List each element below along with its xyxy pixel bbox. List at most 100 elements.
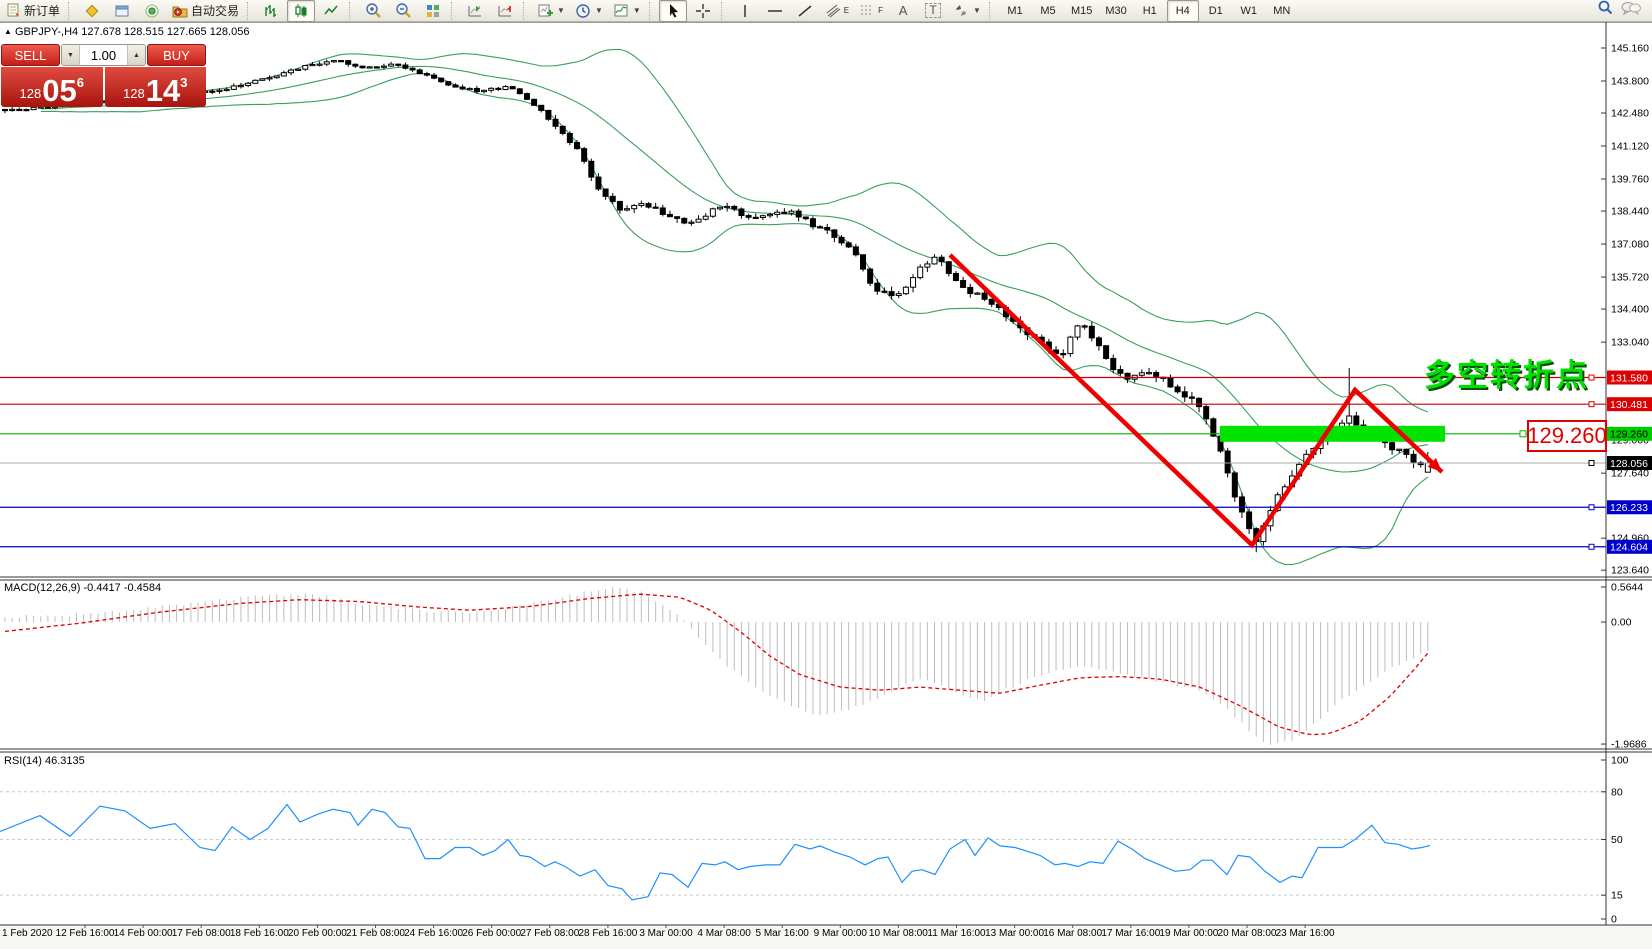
toolbar-separator <box>648 1 655 20</box>
svg-text:19 Mar 00:00: 19 Mar 00:00 <box>1159 928 1218 939</box>
triangle-down-icon: ▼ <box>67 51 74 59</box>
zoom-in-button[interactable] <box>359 0 387 22</box>
equidistant-channel-tool-button[interactable]: E <box>821 0 853 22</box>
horizontal-line-tool-button[interactable] <box>761 0 789 22</box>
buy-price-display[interactable]: 128 14 3 <box>104 67 206 108</box>
market-watch-button[interactable] <box>78 0 106 22</box>
autotrading-label: 自动交易 <box>191 4 240 18</box>
crosshair-tool-button[interactable] <box>689 0 717 22</box>
chat-icon[interactable] <box>1620 0 1642 21</box>
chart-shift-button[interactable] <box>461 0 489 22</box>
cursor-icon <box>666 3 680 18</box>
buy-button[interactable]: BUY <box>147 44 206 66</box>
volume-stepper: ▼ 1.00 ▲ <box>61 44 146 66</box>
chart-autoscroll-icon <box>497 3 513 19</box>
toolbar-separator <box>523 1 529 20</box>
line-chart-icon <box>323 3 339 19</box>
svg-text:1 Feb 2020: 1 Feb 2020 <box>2 928 53 939</box>
candlestick-mode-button[interactable] <box>287 0 316 22</box>
svg-text:127.640: 127.640 <box>1611 468 1649 480</box>
svg-text:20 Feb 00:00: 20 Feb 00:00 <box>288 928 347 939</box>
tf-m15-button[interactable]: M15 <box>1070 4 1093 17</box>
line-chart-mode-button[interactable] <box>317 0 345 22</box>
chart-symbol-header: ▲ GBPJPY-,H4 127.678 128.515 127.665 128… <box>4 26 249 38</box>
tf-h4-button[interactable]: H4 <box>1166 0 1199 22</box>
zoom-out-icon <box>395 2 412 19</box>
trendline-tool-button[interactable] <box>791 0 819 22</box>
tf-m1-button[interactable]: M1 <box>1007 4 1023 17</box>
chart-autoscroll-button[interactable] <box>491 0 519 22</box>
macd-values: -0.4417 -0.4584 <box>83 582 162 594</box>
new-chart-button[interactable]: ▼ <box>533 0 569 22</box>
tf-w1-button[interactable]: W1 <box>1240 4 1258 17</box>
svg-text:14 Feb 00:00: 14 Feb 00:00 <box>114 928 173 939</box>
sell-price-prefix: 128 <box>19 86 42 101</box>
navigator-button[interactable] <box>138 0 166 22</box>
text-tool-icon: A <box>898 3 908 18</box>
toolbar-separator <box>988 1 995 20</box>
autotrading-button[interactable]: 自动交易 <box>168 0 243 22</box>
toolbar-separator <box>349 1 355 20</box>
ohlc-values: 127.678 128.515 127.665 128.056 <box>81 26 250 38</box>
svg-text:123.640: 123.640 <box>1611 565 1649 577</box>
svg-text:15: 15 <box>1611 890 1623 902</box>
label-tool-button[interactable]: T <box>919 0 947 22</box>
svg-text:3 Mar 00:00: 3 Mar 00:00 <box>639 928 693 939</box>
toolbar-separator <box>451 1 457 20</box>
svg-text:145.160: 145.160 <box>1611 43 1649 55</box>
price-chart[interactable]: 145.160 143.800 142.480 141.120 139.760 138.4… <box>0 22 1652 949</box>
price-level-flag[interactable]: 129.260 <box>1527 420 1607 452</box>
tf-m5-button[interactable]: M5 <box>1040 4 1056 17</box>
tf-mn-button[interactable]: MN <box>1273 4 1291 17</box>
volume-decrease-button[interactable]: ▼ <box>62 45 80 65</box>
svg-text:17 Feb 08:00: 17 Feb 08:00 <box>172 928 231 939</box>
sell-price-sup: 6 <box>76 75 84 90</box>
svg-text:10 Mar 08:00: 10 Mar 08:00 <box>869 928 928 939</box>
tile-windows-icon <box>425 3 441 19</box>
arrows-tool-button[interactable]: ▼ <box>949 0 985 22</box>
bar-chart-mode-button[interactable] <box>257 0 285 22</box>
turning-point-annotation[interactable]: 多空转折点 <box>1424 358 1589 394</box>
new-order-button[interactable]: 新订单 <box>2 0 64 22</box>
channel-e-glyph: E <box>843 6 850 15</box>
tf-d1-button[interactable]: D1 <box>1208 4 1223 17</box>
trendline-icon <box>797 4 813 18</box>
chart-shift-icon <box>467 3 483 19</box>
toolbar-separator <box>720 1 727 20</box>
horizontal-line-icon <box>766 4 784 18</box>
tf-h1-button[interactable]: H1 <box>1142 4 1157 17</box>
svg-text:27 Feb 08:00: 27 Feb 08:00 <box>520 928 579 939</box>
svg-text:139.760: 139.760 <box>1611 174 1649 186</box>
volume-increase-button[interactable]: ▲ <box>127 45 145 65</box>
toolbar-right-group <box>1596 0 1650 22</box>
svg-text:141.120: 141.120 <box>1611 141 1649 153</box>
search-icon[interactable] <box>1596 0 1614 22</box>
text-tool-button[interactable]: A <box>889 0 917 22</box>
one-click-trading-panel: SELL ▼ 1.00 ▲ BUY 128 05 6 128 14 3 <box>1 44 206 107</box>
data-window-icon <box>114 3 130 19</box>
period-button[interactable]: ▼ <box>571 0 607 22</box>
buy-price-prefix: 128 <box>123 86 145 101</box>
volume-input[interactable]: 1.00 <box>90 47 117 63</box>
svg-text:128.056: 128.056 <box>1610 458 1648 470</box>
sell-button[interactable]: SELL <box>1 44 60 66</box>
direction-arrow-icon: ▲ <box>4 27 12 36</box>
vertical-line-tool-button[interactable] <box>731 0 759 22</box>
indicators-button[interactable]: ▼ <box>609 0 645 22</box>
zoom-out-button[interactable] <box>389 0 417 22</box>
fibonacci-icon <box>859 3 877 19</box>
data-window-button[interactable] <box>108 0 136 22</box>
new-chart-icon <box>537 3 554 19</box>
fibonacci-tool-button[interactable]: F <box>855 0 887 22</box>
clock-icon <box>575 3 591 19</box>
rsi-name: RSI(14) <box>4 755 42 767</box>
sell-price-display[interactable]: 128 05 6 <box>1 67 103 107</box>
svg-text:142.480: 142.480 <box>1611 108 1649 120</box>
tf-m30-button[interactable]: M30 <box>1105 4 1127 17</box>
cursor-tool-button[interactable] <box>658 0 687 22</box>
svg-text:24 Feb 16:00: 24 Feb 16:00 <box>404 928 463 939</box>
svg-text:80: 80 <box>1611 786 1623 798</box>
chevron-down-icon: ▼ <box>594 6 603 15</box>
buy-price-big: 14 <box>145 73 181 108</box>
tile-windows-button[interactable] <box>419 0 447 22</box>
